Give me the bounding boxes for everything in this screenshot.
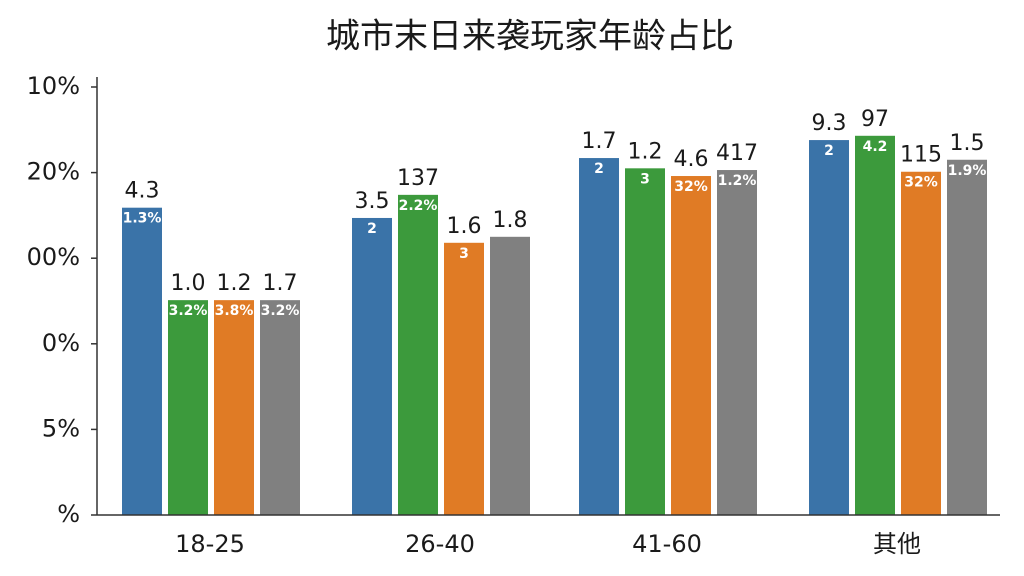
x-tick-label: 其他 [873,530,921,558]
inner-label: 2 [367,221,377,237]
data-label: 9.3 [812,111,847,136]
bar [579,158,619,515]
y-tick-label: 0% [42,329,80,357]
data-label: 417 [716,141,758,166]
data-label: 97 [861,107,889,132]
y-tick-label: 5% [42,414,80,442]
data-label: 1.7 [582,129,617,154]
data-label: 115 [900,143,942,168]
bar [809,140,849,515]
inner-label: 32% [904,175,938,191]
bar [168,300,208,515]
bar [352,217,392,515]
data-label: 1.5 [950,131,985,156]
bar [625,168,665,515]
chart-title: 城市末日来袭玩家年龄占比 [326,17,734,57]
inner-label: 1.9% [948,163,987,179]
x-tick-label: 18-25 [175,530,245,558]
data-label: 1.6 [447,214,482,239]
inner-label: 1.3% [123,211,162,227]
data-label: 3.5 [355,189,390,214]
data-label: 1.0 [171,271,206,296]
inner-label: 2 [824,143,834,159]
data-label: 1.7 [263,271,298,296]
inner-label: 2.2% [399,198,438,214]
data-label: 1.2 [628,139,663,164]
data-label: 1.8 [493,208,528,233]
bar [671,176,711,516]
inner-label: 1.2% [718,173,757,189]
bar [901,171,941,515]
inner-label: 4.2 [863,139,888,155]
y-tick-label: % [57,500,80,528]
x-tick-label: 41-60 [632,530,702,558]
inner-label: 3 [640,171,650,187]
bar [122,207,162,516]
bar [398,194,438,515]
inner-label: 3 [459,246,469,262]
bar [855,135,895,516]
data-label: 4.6 [674,147,709,172]
bar [490,236,530,516]
inner-label: 3.8% [215,303,254,319]
data-label: 1.2 [217,271,252,296]
inner-label: 3.2% [261,303,300,319]
bar [947,159,987,515]
bar [260,300,300,515]
data-label: 137 [397,166,439,191]
bar [444,242,484,516]
inner-label: 3.2% [169,303,208,319]
x-tick-label: 26-40 [405,530,475,558]
bar [717,170,757,516]
inner-label: 32% [674,179,708,195]
y-tick-label: 20% [27,158,80,186]
y-tick-label: 00% [27,243,80,271]
y-tick-label: 10% [27,72,80,100]
inner-label: 2 [594,161,604,177]
bar [214,300,254,515]
data-label: 4.3 [125,179,160,204]
